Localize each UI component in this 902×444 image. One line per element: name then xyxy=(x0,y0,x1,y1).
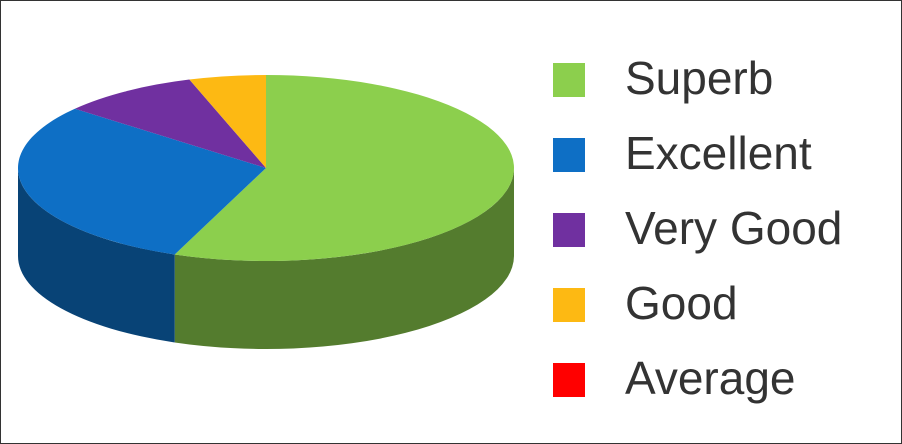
legend-label: Excellent xyxy=(625,127,812,179)
legend: Superb Excellent Very Good Good Average xyxy=(553,52,842,404)
legend-label: Average xyxy=(625,352,796,404)
legend-label: Very Good xyxy=(625,202,842,254)
legend-swatch xyxy=(553,288,585,322)
pie-sides xyxy=(18,168,514,349)
slice xyxy=(74,79,266,168)
slice-side xyxy=(18,168,175,343)
legend-swatch xyxy=(553,363,585,397)
slice xyxy=(189,75,266,168)
legend-swatch xyxy=(553,63,585,97)
slice xyxy=(17,108,266,255)
pie-tops xyxy=(17,75,514,261)
legend-label: Good xyxy=(625,277,738,329)
legend-swatch xyxy=(553,213,585,247)
slice-side xyxy=(174,168,514,349)
pie xyxy=(17,75,514,349)
legend-label: Superb xyxy=(625,52,773,104)
slice xyxy=(174,75,514,261)
legend-swatch xyxy=(553,138,585,172)
